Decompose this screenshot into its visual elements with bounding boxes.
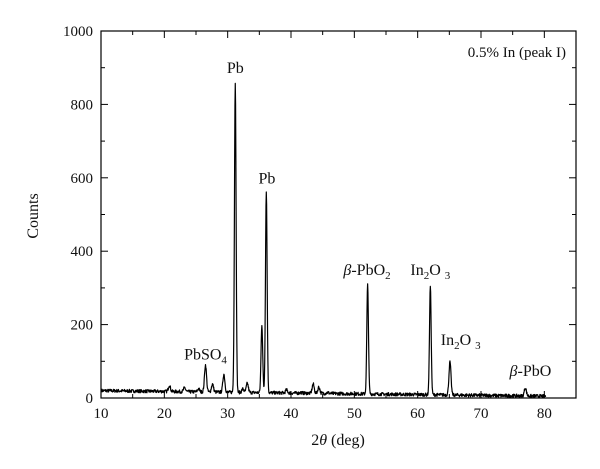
peak-label-part: Pb — [227, 60, 244, 77]
plot-frame — [100, 30, 577, 399]
y-axis-ticks: 0 200 400 600 800 1000 — [63, 24, 576, 407]
peak-label-part: -PbO — [517, 363, 551, 380]
peak-label-part: 3 — [475, 340, 481, 352]
y-tick-label: 400 — [71, 244, 94, 260]
peak-label-in2o3a: In2O 3 — [410, 262, 450, 282]
y-axis-title: Counts — [25, 193, 42, 238]
peak-label-part: β — [509, 363, 518, 380]
x-axis-title-suffix: (deg) — [327, 432, 365, 449]
peak-label-part: PbSO — [184, 346, 221, 363]
x-axis-title-symbol: θ — [319, 432, 327, 449]
peak-label-part: β — [342, 262, 351, 279]
peak-label-part: 2 — [424, 270, 430, 282]
x-axis-title-prefix: 2 — [311, 432, 319, 449]
peak-label-part: O — [460, 332, 476, 349]
peak-label-pbso4: PbSO4 — [184, 346, 227, 366]
x-tick-label: 10 — [94, 406, 109, 422]
y-tick-label: 1000 — [63, 24, 93, 40]
peak-label-part: In — [441, 332, 454, 349]
peak-label-part: In — [410, 262, 423, 279]
peak-label-pb1: Pb — [227, 60, 244, 77]
peak-label-part: O — [429, 262, 445, 279]
plot-border — [100, 30, 577, 399]
x-tick-label: 30 — [220, 406, 235, 422]
peak-label-part: Pb — [258, 170, 275, 187]
peak-label-part: 2 — [385, 270, 391, 282]
x-axis-ticks: 10 20 30 40 50 60 70 80 — [94, 31, 577, 422]
peak-label-pb2: Pb — [258, 170, 275, 187]
series-line — [101, 82, 547, 399]
y-tick-label: 600 — [71, 171, 94, 187]
x-tick-label: 40 — [284, 406, 299, 422]
peak-label-bpbo2: β-PbO2 — [342, 262, 390, 282]
peak-label-part: 4 — [221, 354, 227, 366]
peak-label-bpbo: β-PbO — [509, 363, 552, 380]
legend-label: 0.5% In (peak I) — [468, 45, 566, 61]
x-tick-label: 60 — [410, 406, 425, 422]
y-tick-label: 0 — [86, 391, 94, 407]
peak-label-in2o3b: In2O 3 — [441, 332, 481, 352]
peak-label-part: 3 — [445, 270, 451, 282]
y-tick-label: 200 — [71, 318, 94, 334]
y-tick-label: 800 — [71, 97, 94, 113]
x-tick-label: 80 — [537, 406, 552, 422]
series-group — [101, 82, 547, 399]
x-axis-title: 2θ (deg) — [311, 432, 365, 449]
x-tick-label: 20 — [157, 406, 172, 422]
x-tick-label: 50 — [347, 406, 362, 422]
peak-label-part: -PbO — [351, 262, 385, 279]
x-tick-label: 70 — [474, 406, 489, 422]
peak-label-part: 2 — [454, 340, 460, 352]
